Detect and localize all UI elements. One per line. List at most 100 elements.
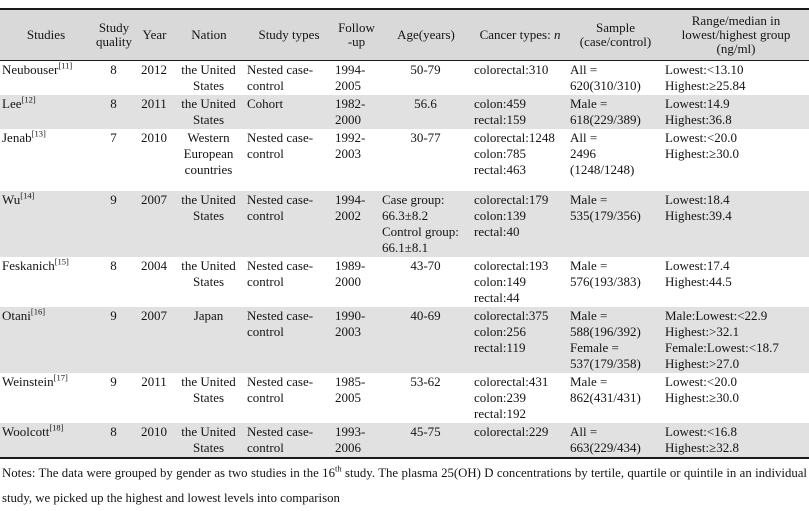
follow-up-cell: 1989-2000 bbox=[335, 258, 366, 289]
header-row: Studies Study quality Year Nation Study … bbox=[0, 9, 809, 61]
study-type-cell: Nested case-control bbox=[247, 308, 314, 339]
age-cell: Case group: 66.3±8.2 Control group: 66.1… bbox=[382, 192, 459, 255]
nation-cell: Japan bbox=[193, 308, 224, 323]
table-row: Otani[16] 9 2007 Japan Nested case-contr… bbox=[0, 307, 809, 373]
notes-text-prefix: Notes: The data were grouped by gender a… bbox=[2, 466, 335, 480]
cancer-types-cell: colon:459 rectal:159 bbox=[474, 96, 526, 127]
study-cell: Woolcott[18] bbox=[0, 423, 92, 458]
year-cell: 2011 bbox=[141, 374, 167, 389]
cancer-types-cell: colorectal:229 bbox=[474, 424, 549, 439]
table-notes: Notes: The data were grouped by gender a… bbox=[0, 459, 809, 511]
age-cell: 40-69 bbox=[410, 308, 441, 323]
citation-ref: [16] bbox=[30, 307, 46, 317]
nation-cell: the United States bbox=[181, 374, 236, 405]
range-cell: Lowest:<16.8 Highest:≥32.8 bbox=[665, 424, 739, 455]
study-cell: Otani[16] bbox=[0, 307, 92, 373]
table-row: Lee[12] 8 2011 the United States Cohort … bbox=[0, 95, 809, 129]
study-type-cell: Nested case-control bbox=[247, 192, 314, 223]
age-cell: 43-70 bbox=[410, 258, 441, 273]
range-cell: Lowest:<13.10 Highest:≥25.84 bbox=[665, 62, 746, 93]
table-row: Jenab[13] 7 2010 Western European countr… bbox=[0, 129, 809, 191]
sample-cell: Male = 588(196/392) Female = 537(179/358… bbox=[570, 308, 641, 371]
nation-cell: the United States bbox=[181, 424, 236, 455]
age-cell: 56.6 bbox=[414, 96, 437, 111]
citation-ref: [18] bbox=[49, 423, 64, 433]
citation-ref: [17] bbox=[53, 373, 68, 383]
nation-cell: Western European countries bbox=[183, 130, 234, 177]
header-studies: Studies bbox=[26, 27, 66, 42]
nation-cell: the United States bbox=[181, 62, 236, 93]
study-cell: Weinstein[17] bbox=[0, 373, 92, 423]
study-type-cell: Nested case-control bbox=[247, 424, 314, 455]
range-cell: Lowest:17.4 Highest:44.5 bbox=[665, 258, 732, 289]
study-cell: Jenab[13] bbox=[0, 129, 92, 191]
nation-cell: the United States bbox=[181, 192, 236, 223]
sample-cell: Male = 618(229/389) bbox=[570, 96, 641, 127]
year-cell: 2010 bbox=[141, 424, 167, 439]
quality-cell: 8 bbox=[110, 96, 117, 111]
quality-cell: 9 bbox=[110, 374, 117, 389]
study-cell: Wu[14] bbox=[0, 191, 92, 257]
cancer-types-cell: colorectal:375 colon:256 rectal:119 bbox=[474, 308, 549, 355]
table-row: Wu[14] 9 2007 the United States Nested c… bbox=[0, 191, 809, 257]
header-year: Year bbox=[142, 27, 167, 42]
nation-cell: the United States bbox=[181, 258, 236, 289]
citation-ref: [15] bbox=[54, 257, 69, 267]
follow-up-cell: 1985-2005 bbox=[335, 374, 366, 405]
header-study-types: Study types bbox=[258, 27, 320, 42]
study-type-cell: Nested case-control bbox=[247, 258, 314, 289]
quality-cell: 7 bbox=[110, 130, 117, 145]
sample-cell: All = 663(229/434) bbox=[570, 424, 641, 455]
age-cell: 30-77 bbox=[410, 130, 441, 145]
header-follow-up: Follow -up bbox=[338, 20, 375, 49]
age-cell: 53-62 bbox=[410, 374, 441, 389]
studies-table: Studies Study quality Year Nation Study … bbox=[0, 8, 809, 459]
quality-cell: 8 bbox=[110, 258, 117, 273]
cancer-types-cell: colorectal:310 bbox=[474, 62, 549, 77]
nation-cell: the United States bbox=[181, 96, 236, 127]
study-name: Feskanich bbox=[2, 258, 55, 273]
cancer-types-cell: colorectal:431 colon:239 rectal:192 bbox=[474, 374, 549, 421]
study-name: Wu bbox=[2, 192, 21, 207]
follow-up-cell: 1990-2003 bbox=[335, 308, 366, 339]
range-cell: Lowest:14.9 Highest:36.8 bbox=[665, 96, 732, 127]
study-type-cell: Nested case-control bbox=[247, 62, 314, 93]
follow-up-cell: 1992-2003 bbox=[335, 130, 366, 161]
header-cancer-label: Cancer types: bbox=[479, 27, 554, 42]
age-cell: 45-75 bbox=[410, 424, 441, 439]
follow-up-cell: 1994-2002 bbox=[335, 192, 366, 223]
follow-up-cell: 1993-2006 bbox=[335, 424, 366, 455]
follow-up-cell: 1994-2005 bbox=[335, 62, 366, 93]
citation-ref: [13] bbox=[31, 129, 46, 139]
sample-cell: Male = 862(431/431) bbox=[570, 374, 641, 405]
citation-ref: [12] bbox=[21, 95, 36, 105]
age-cell: 50-79 bbox=[410, 62, 441, 77]
table-row: Weinstein[17] 9 2011 the United States N… bbox=[0, 373, 809, 423]
table-row: Neubouser[11] 8 2012 the United States N… bbox=[0, 61, 809, 96]
header-cancer-n: n bbox=[553, 27, 561, 42]
quality-cell: 9 bbox=[110, 192, 117, 207]
study-type-cell: Cohort bbox=[247, 96, 284, 111]
citation-ref: [11] bbox=[58, 60, 73, 71]
header-study-quality: Study quality bbox=[95, 20, 133, 49]
sample-cell: All = 620(310/310) bbox=[570, 62, 641, 93]
year-cell: 2007 bbox=[141, 308, 167, 323]
quality-cell: 9 bbox=[110, 308, 117, 323]
sample-cell: Male = 535(179/356) bbox=[570, 192, 641, 223]
citation-ref: [14] bbox=[20, 191, 35, 201]
table-row: Feskanich[15] 8 2004 the United States N… bbox=[0, 257, 809, 307]
range-cell: Lowest:<20.0 Highest:≥30.0 bbox=[665, 374, 739, 405]
study-cell: Lee[12] bbox=[0, 95, 92, 129]
notes-superscript: th bbox=[334, 463, 342, 474]
follow-up-cell: 1982-2000 bbox=[335, 96, 366, 127]
year-cell: 2010 bbox=[141, 130, 167, 145]
header-age: Age(years) bbox=[397, 27, 455, 42]
header-range-median: Range/median in lowest/highest group (ng… bbox=[681, 13, 791, 56]
study-type-cell: Nested case-control bbox=[247, 130, 314, 161]
quality-cell: 8 bbox=[110, 62, 117, 77]
study-cell: Feskanich[15] bbox=[0, 257, 92, 307]
range-cell: Lowest:<20.0 Highest:≥30.0 bbox=[665, 130, 739, 161]
range-cell: Lowest:18.4 Highest:39.4 bbox=[665, 192, 732, 223]
cancer-types-cell: colorectal:179 colon:139 rectal:40 bbox=[474, 192, 549, 239]
range-cell: Male:Lowest:<22.9 Highest:>32.1 Female:L… bbox=[665, 308, 779, 371]
